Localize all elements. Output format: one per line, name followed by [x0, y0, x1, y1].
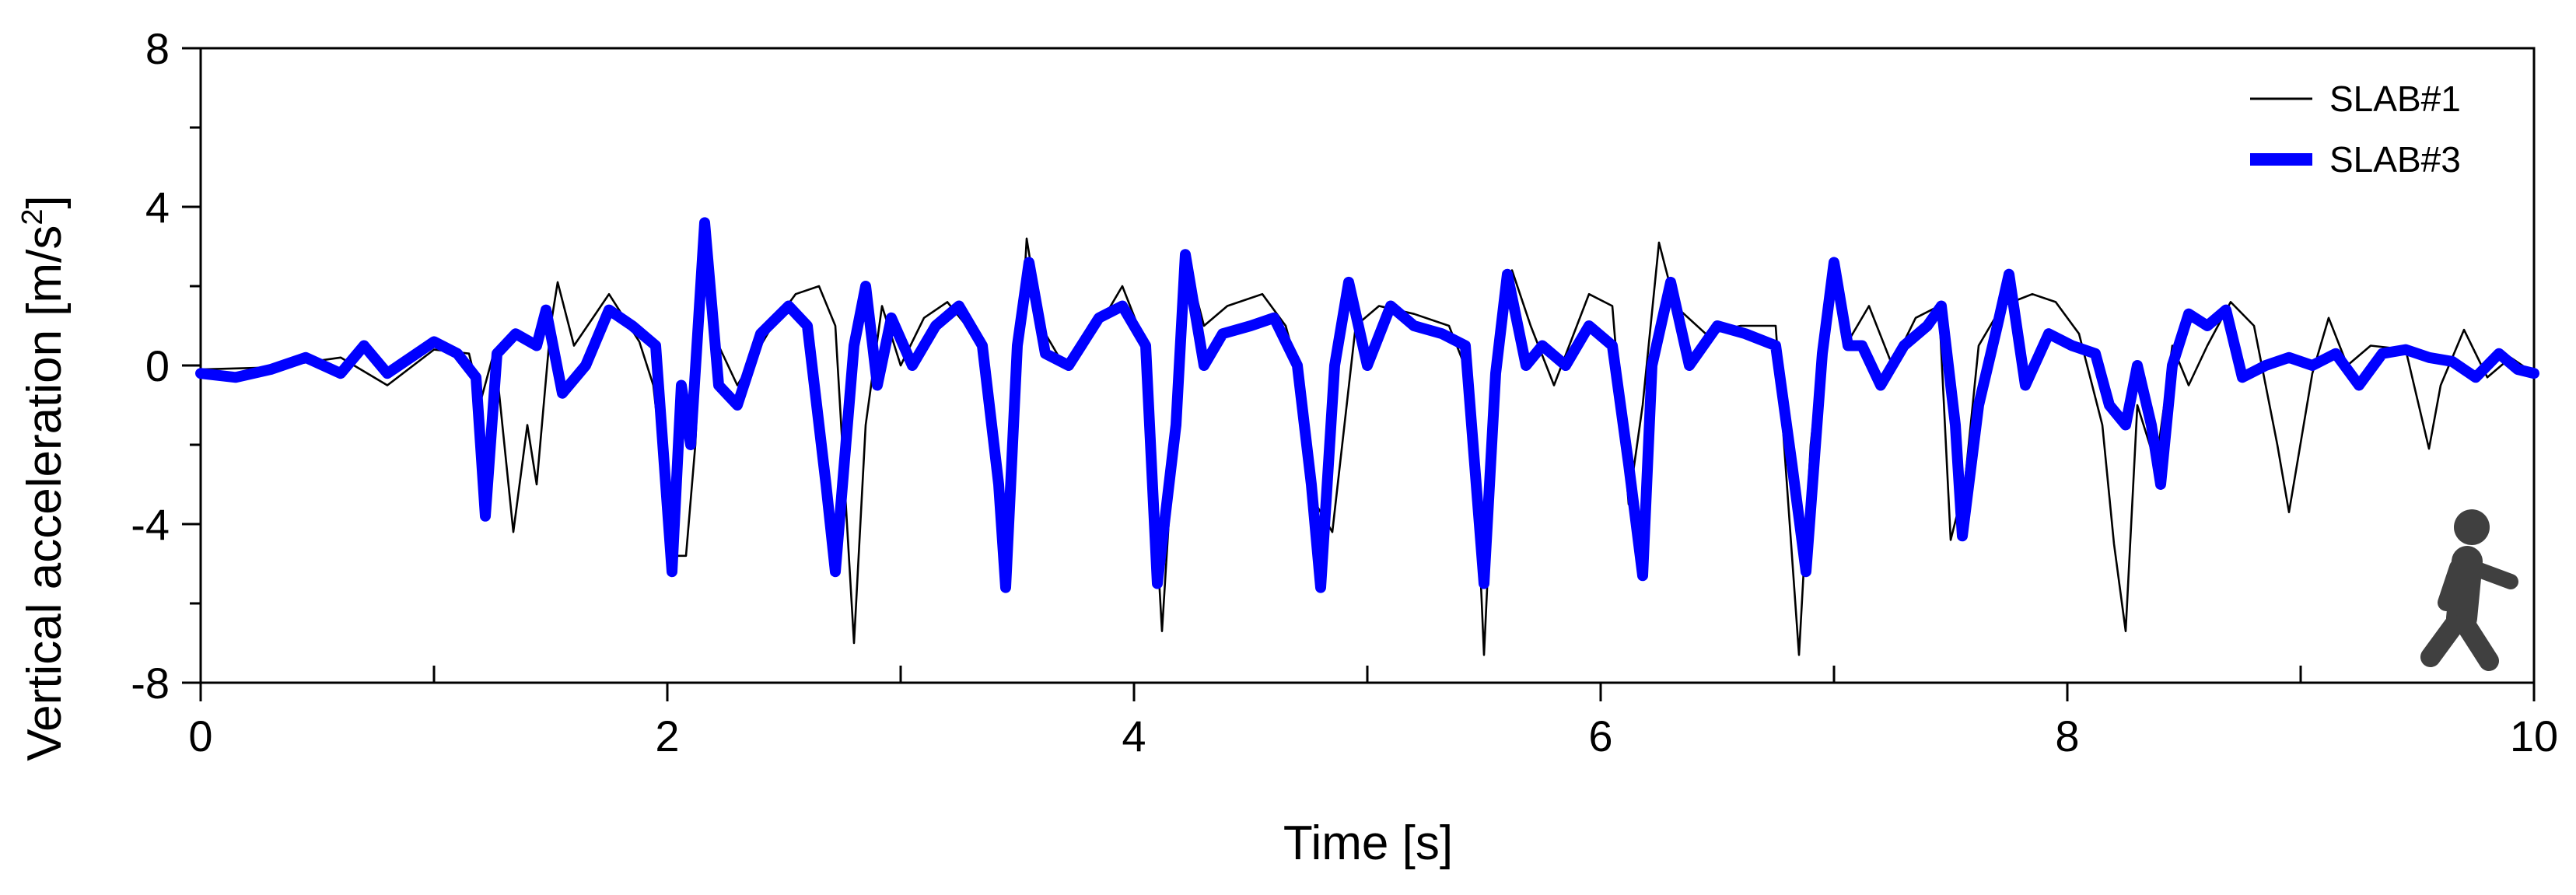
tick-labels: 0 2 4 6 8 10 8 4 0 -4 -8 [131, 24, 2558, 760]
x-tick-label: 8 [2055, 711, 2079, 760]
walker-leg-front [2454, 612, 2499, 671]
legend: SLAB#1 SLAB#3 [2250, 79, 2461, 180]
y-axis-title-superscript: 2 [16, 208, 49, 225]
x-tick-label: 6 [1588, 711, 1612, 760]
walker-head [2454, 509, 2490, 545]
legend-label-slab1: SLAB#1 [2329, 79, 2461, 119]
series-line-slab1 [199, 237, 2536, 656]
walker-leg-back [2420, 612, 2466, 667]
y-tick-label: 4 [145, 183, 170, 232]
y-tick-label: 0 [145, 341, 170, 390]
y-axis-title-main: Vertical acceleration [m/s [18, 225, 72, 761]
y-axis-title-end: ] [18, 195, 72, 208]
y-tick-label: 8 [145, 24, 170, 73]
x-axis-title: Time [s] [1283, 816, 1453, 870]
x-tick-label: 10 [2510, 711, 2558, 760]
series-line-slab3 [195, 217, 2539, 593]
walker-body [2446, 546, 2483, 634]
y-tick-label: -8 [131, 659, 170, 708]
x-tick-label: 2 [655, 711, 679, 760]
series-lines [195, 217, 2539, 656]
legend-label-slab3: SLAB#3 [2329, 139, 2461, 180]
walker-arm-front [2469, 561, 2518, 589]
x-tick-label: 4 [1122, 711, 1146, 760]
x-tick-label: 0 [188, 711, 212, 760]
y-tick-label: -4 [131, 500, 170, 549]
y-axis-title: Vertical acceleration [m/s2] [16, 195, 72, 761]
walking-person-icon [2420, 509, 2518, 671]
walker-arm-back [2438, 559, 2466, 611]
axis-ticks [182, 47, 2536, 701]
